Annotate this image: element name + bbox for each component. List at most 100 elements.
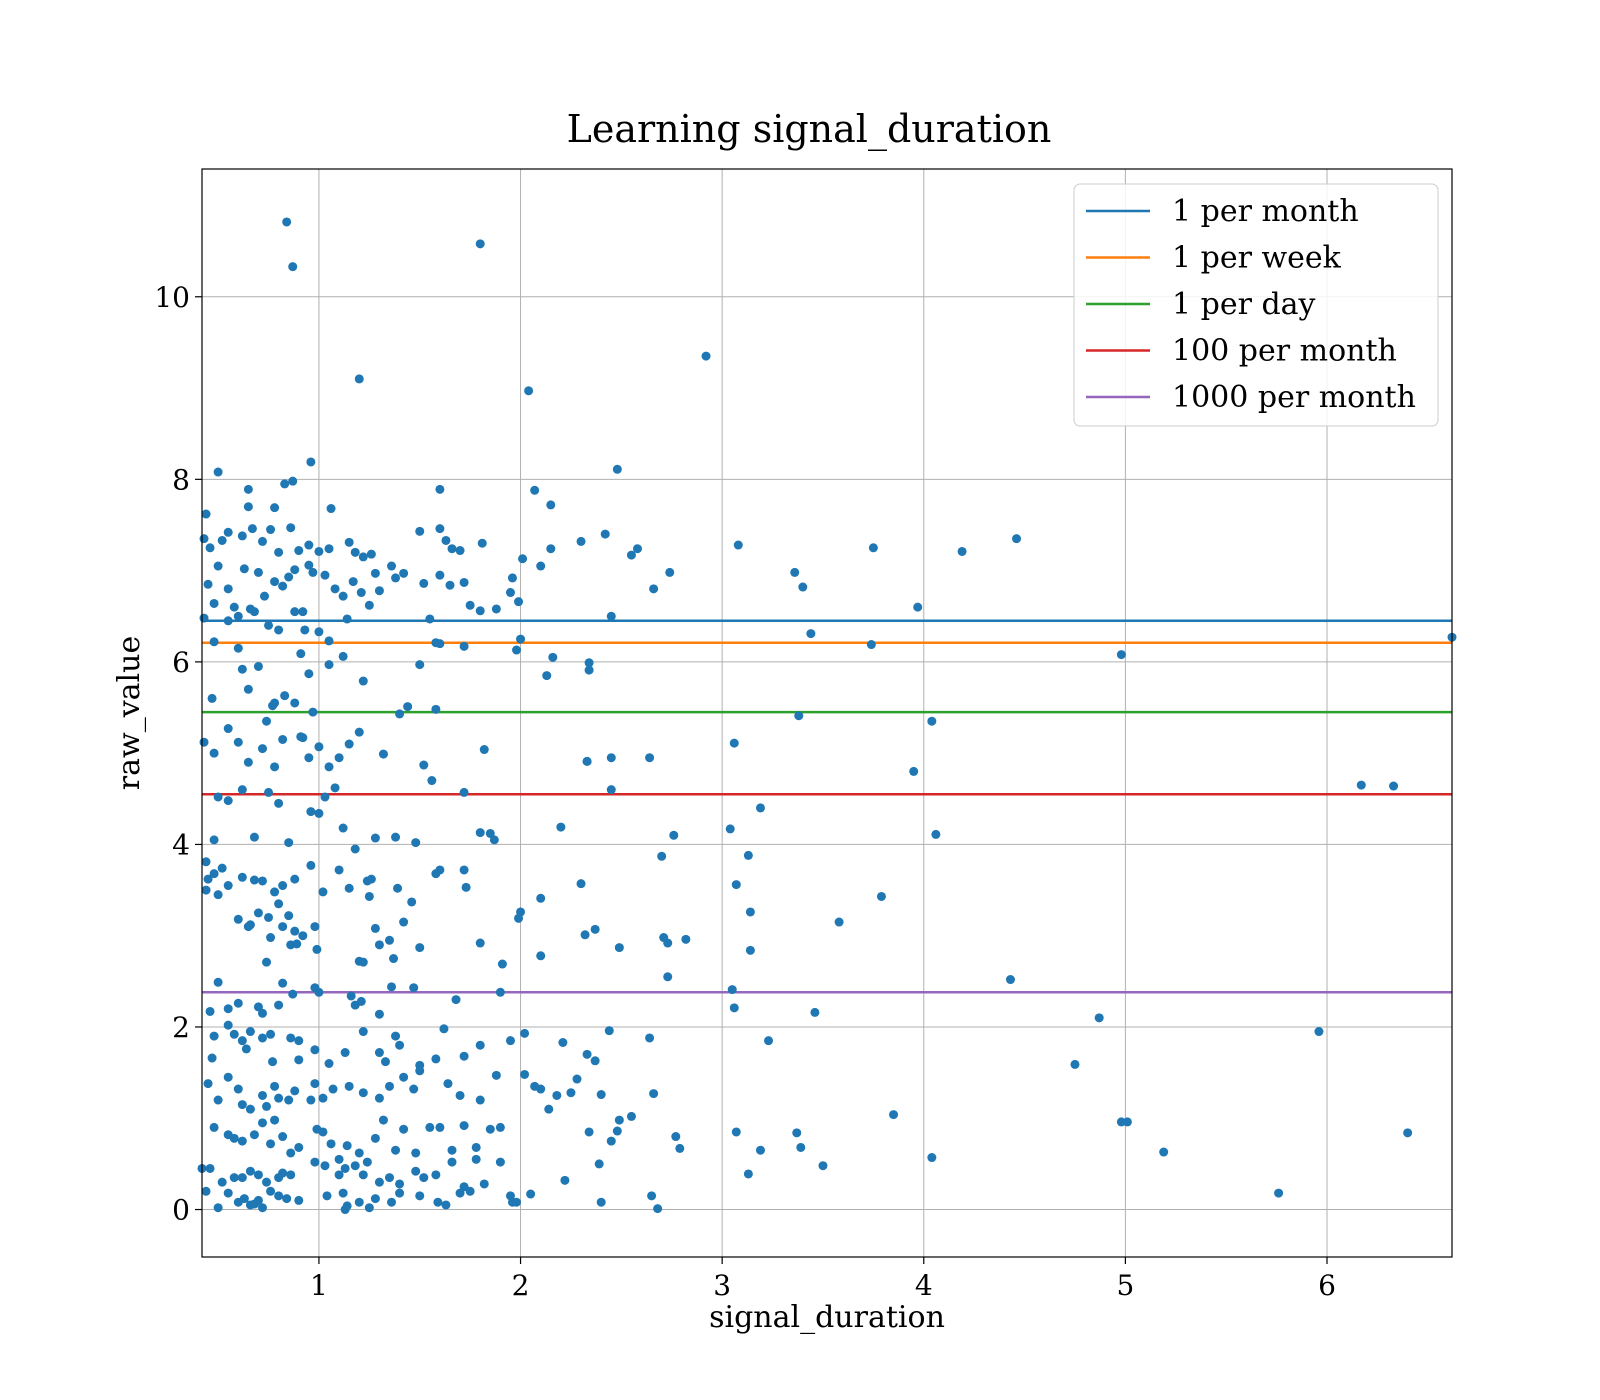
data-point — [403, 702, 413, 712]
data-point — [389, 954, 399, 964]
data-point — [1122, 1117, 1132, 1127]
data-point — [806, 629, 816, 639]
data-point — [435, 1122, 445, 1132]
data-point — [582, 756, 592, 766]
data-point — [274, 625, 284, 635]
data-point — [253, 908, 263, 918]
data-point — [374, 1009, 384, 1019]
data-point — [217, 863, 227, 873]
data-point — [755, 1145, 765, 1155]
data-point — [489, 835, 499, 845]
data-point — [278, 581, 288, 591]
data-point — [243, 484, 253, 494]
data-point — [370, 568, 380, 578]
data-point — [415, 660, 425, 670]
data-point — [266, 933, 276, 943]
data-point — [308, 707, 318, 717]
data-point — [395, 1188, 405, 1198]
data-point — [237, 531, 247, 541]
data-point — [298, 733, 308, 743]
data-point — [294, 546, 304, 556]
data-point — [278, 1132, 288, 1142]
data-point — [260, 591, 269, 601]
data-point — [358, 552, 368, 562]
x-tick-label: 2 — [512, 1269, 530, 1302]
data-point — [257, 1033, 267, 1043]
data-point — [378, 749, 388, 759]
data-point — [223, 527, 233, 537]
data-point — [447, 544, 457, 554]
data-point — [731, 880, 741, 890]
x-axis-label: signal_duration — [709, 1300, 945, 1335]
data-point — [419, 578, 429, 588]
data-point — [237, 785, 247, 795]
data-point — [207, 693, 217, 703]
data-point — [665, 567, 675, 577]
data-point — [743, 1169, 753, 1179]
data-point — [262, 1177, 272, 1187]
data-point — [507, 573, 517, 583]
data-point — [729, 738, 739, 748]
data-point — [546, 500, 556, 510]
data-point — [415, 943, 425, 953]
data-point — [441, 1200, 451, 1210]
data-point — [530, 485, 540, 495]
data-point — [455, 1090, 465, 1100]
data-point — [626, 550, 636, 560]
data-point — [274, 547, 284, 557]
data-point — [223, 881, 233, 891]
data-point — [649, 584, 659, 594]
data-point — [485, 828, 495, 838]
data-point — [370, 833, 380, 843]
data-point — [385, 1173, 394, 1183]
data-point — [1070, 1059, 1080, 1069]
data-point — [262, 1101, 272, 1111]
data-point — [889, 1110, 899, 1120]
axis-ticks: 1 2 3 4 5 6 0 2 4 6 8 10 — [154, 281, 1336, 1302]
data-point — [1314, 1027, 1324, 1037]
data-point — [274, 1093, 284, 1103]
data-point — [233, 737, 243, 747]
data-point — [322, 1191, 332, 1201]
data-point — [350, 547, 360, 557]
data-point — [411, 1148, 421, 1158]
data-point — [237, 1173, 247, 1183]
data-point — [447, 1157, 457, 1167]
data-point — [209, 1122, 219, 1132]
data-point — [435, 639, 445, 649]
data-point — [764, 1036, 774, 1046]
data-point — [495, 987, 505, 997]
data-point — [663, 972, 673, 982]
data-point — [304, 540, 314, 550]
data-point — [203, 579, 213, 589]
data-point — [264, 787, 274, 797]
data-point — [346, 991, 356, 1001]
data-point — [262, 957, 272, 967]
data-point — [461, 882, 471, 892]
data-point — [512, 1197, 522, 1207]
data-point — [344, 739, 354, 749]
data-point — [314, 808, 324, 818]
data-point — [576, 879, 586, 889]
y-tick-label: 6 — [172, 646, 190, 679]
data-point — [431, 869, 441, 879]
data-point — [207, 1053, 217, 1063]
data-point — [344, 537, 354, 547]
data-point — [614, 1115, 624, 1125]
data-point — [266, 1139, 276, 1149]
data-point — [632, 544, 642, 554]
data-point — [209, 869, 219, 879]
data-point — [296, 649, 306, 659]
data-point — [245, 920, 255, 930]
data-point — [338, 1188, 348, 1198]
data-point — [356, 588, 366, 598]
data-point — [257, 1118, 267, 1128]
data-point — [284, 838, 294, 848]
data-point — [209, 748, 219, 758]
data-point — [447, 1145, 457, 1155]
data-point — [328, 1084, 338, 1094]
data-point — [701, 351, 711, 361]
data-point — [868, 543, 878, 553]
legend-label: 1 per day — [1172, 287, 1316, 322]
data-point — [391, 1031, 401, 1041]
